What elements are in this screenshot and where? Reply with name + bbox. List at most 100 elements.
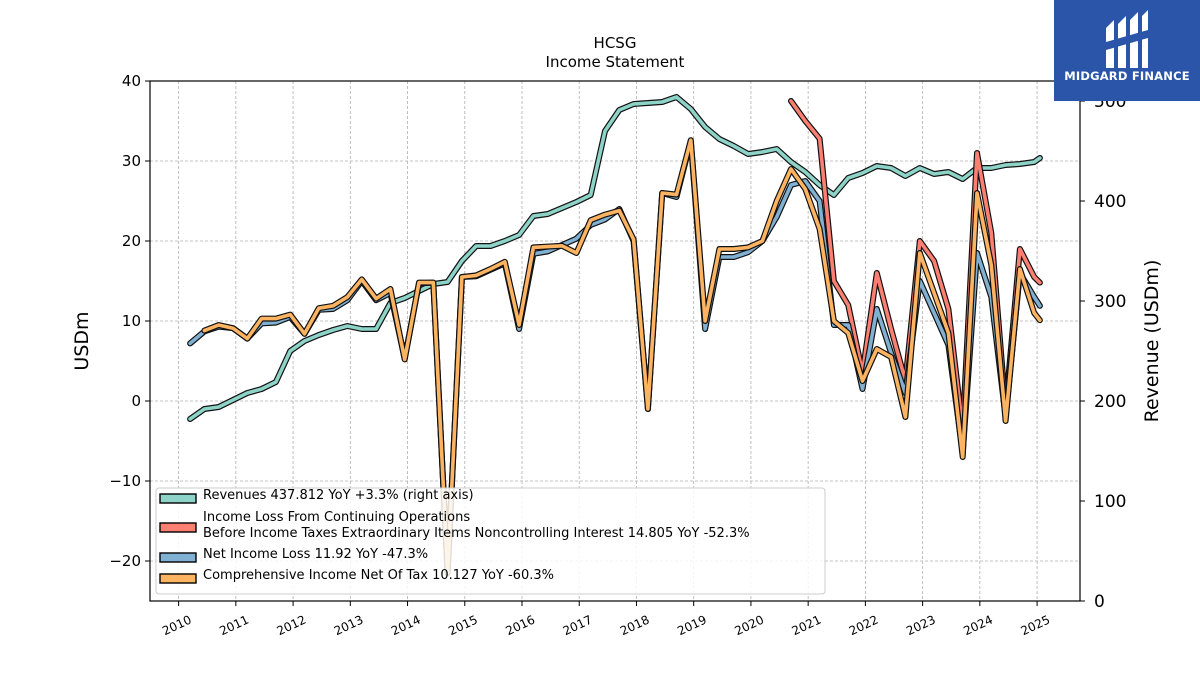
data-point xyxy=(847,304,849,306)
data-point xyxy=(933,173,935,175)
data-point xyxy=(575,201,578,203)
data-point xyxy=(733,256,735,258)
data-point xyxy=(618,109,620,111)
data-point xyxy=(590,219,592,221)
data-point xyxy=(833,280,835,282)
x-tick-label: 2021 xyxy=(790,613,824,639)
y-tick-label-left: 40 xyxy=(122,72,141,90)
x-tick-label: 2015 xyxy=(446,613,480,639)
data-point xyxy=(1033,296,1035,298)
data-point xyxy=(675,194,678,196)
data-point xyxy=(847,324,849,326)
data-point xyxy=(361,328,363,330)
data-point xyxy=(518,234,520,236)
legend-label: Net Income Loss 11.92 YoY -47.3% xyxy=(203,547,428,562)
data-point xyxy=(275,322,277,324)
data-point xyxy=(461,260,463,262)
logo-text: MIDGARD FINANCE xyxy=(1064,69,1190,83)
data-point xyxy=(189,342,191,344)
data-point xyxy=(933,312,935,314)
x-tick-label: 2016 xyxy=(504,613,538,639)
data-point xyxy=(475,245,477,247)
data-point xyxy=(232,327,234,329)
data-point xyxy=(404,297,406,299)
data-point xyxy=(790,184,792,186)
data-point xyxy=(647,408,649,410)
data-point xyxy=(275,381,277,383)
data-point xyxy=(375,298,377,300)
data-point xyxy=(561,207,563,209)
data-point xyxy=(876,308,878,310)
data-point xyxy=(518,328,520,330)
data-point xyxy=(504,240,506,242)
x-tick-label: 2025 xyxy=(1019,613,1053,639)
data-point xyxy=(747,153,749,155)
data-point xyxy=(189,418,191,420)
data-point xyxy=(990,232,992,234)
data-point xyxy=(876,348,878,350)
data-point xyxy=(404,358,406,360)
data-point xyxy=(933,292,935,294)
data-point xyxy=(303,333,306,335)
data-point xyxy=(246,338,248,340)
data-point xyxy=(1005,420,1007,422)
data-point xyxy=(890,356,892,358)
data-point xyxy=(561,245,563,247)
legend-swatch xyxy=(159,493,197,504)
y-tick-label-right: 0 xyxy=(1094,592,1105,612)
data-point xyxy=(633,238,635,240)
data-point xyxy=(776,148,778,150)
legend-swatch xyxy=(159,552,197,563)
data-point xyxy=(203,408,205,410)
x-tick-label: 2017 xyxy=(561,613,595,639)
data-point xyxy=(990,167,992,169)
data-point xyxy=(718,138,721,140)
data-point xyxy=(919,167,921,169)
data-point xyxy=(947,171,950,173)
data-point xyxy=(547,213,549,215)
data-point xyxy=(833,194,835,196)
data-point xyxy=(947,308,950,310)
legend-label: Income Loss From Continuing Operations xyxy=(203,510,470,525)
legend: Revenues 437.812 YoY +3.3% (right axis) I… xyxy=(155,487,826,595)
x-tick-label: 2019 xyxy=(675,613,709,639)
data-point xyxy=(690,108,692,110)
data-point xyxy=(790,100,792,102)
data-point xyxy=(947,332,950,334)
data-point xyxy=(489,268,492,270)
data-point xyxy=(890,352,892,354)
data-point xyxy=(1019,163,1021,165)
data-point xyxy=(647,102,649,104)
x-tick-label: 2024 xyxy=(961,613,995,639)
data-point xyxy=(575,252,578,254)
data-point xyxy=(1039,319,1041,321)
data-point xyxy=(432,282,434,284)
y-tick-label-left: 30 xyxy=(122,152,141,170)
y-axis-label-left: USDm xyxy=(71,311,93,370)
data-point xyxy=(246,392,248,394)
x-tick-label: 2014 xyxy=(389,613,423,639)
chart-title: HCSG xyxy=(594,34,637,52)
brand-logo: MIDGARD FINANCE xyxy=(1054,0,1200,101)
logo-mark-icon xyxy=(1106,10,1148,68)
data-point xyxy=(361,278,363,280)
data-point xyxy=(819,200,821,202)
series-layer xyxy=(187,94,1043,576)
data-point xyxy=(876,272,878,274)
plot-frame xyxy=(149,80,1081,602)
x-tick-label: 2022 xyxy=(847,613,881,639)
data-point xyxy=(532,215,535,217)
data-point xyxy=(1033,312,1035,314)
data-point xyxy=(232,399,234,401)
data-point xyxy=(819,138,821,140)
data-point xyxy=(318,334,320,336)
data-point xyxy=(1033,161,1035,163)
data-point xyxy=(804,180,806,182)
x-tick-label: 2020 xyxy=(732,613,766,639)
data-point xyxy=(218,324,220,326)
data-point xyxy=(819,228,821,230)
x-tick-label: 2012 xyxy=(275,613,309,639)
data-point xyxy=(819,184,821,186)
data-point xyxy=(547,250,549,252)
data-point xyxy=(747,251,749,253)
